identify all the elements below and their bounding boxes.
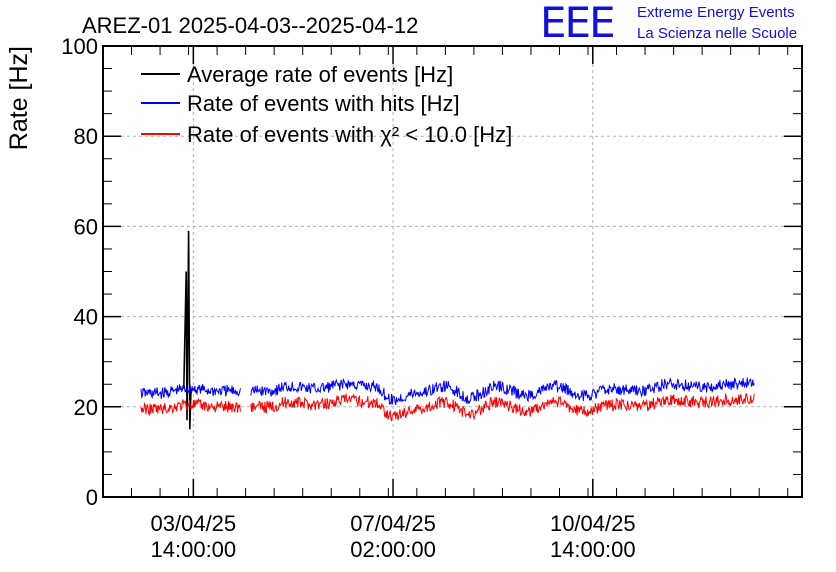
y-tick-label: 60 — [74, 214, 98, 239]
series-line-events-with-hits — [140, 376, 755, 406]
legend-label: Rate of events with hits [Hz] — [187, 91, 460, 116]
x-tick-label-date: 03/04/25 — [151, 511, 237, 536]
x-tick-label-date: 10/04/25 — [550, 511, 636, 536]
series-line-events-chi2 — [140, 392, 755, 422]
x-tick-label-time: 14:00:00 — [550, 537, 636, 562]
chart-title: AREZ-01 2025-04-03--2025-04-12 — [82, 13, 418, 38]
legend-label: Average rate of events [Hz] — [187, 62, 453, 87]
y-axis-label: Rate [Hz] — [5, 46, 33, 150]
eee-logo-line-1: Extreme Energy Events — [637, 4, 795, 21]
y-tick-label: 0 — [86, 485, 98, 510]
eee-logo-line-2: La Scienza nelle Scuole — [637, 25, 798, 42]
y-tick-label: 80 — [74, 124, 98, 149]
series-line-average-rate — [183, 230, 192, 430]
x-tick-label-time: 14:00:00 — [151, 537, 237, 562]
eee-logo-mark: EEE — [540, 0, 616, 47]
y-tick-label: 20 — [74, 395, 98, 420]
x-tick-label-date: 07/04/25 — [350, 511, 436, 536]
y-tick-label: 100 — [61, 34, 98, 59]
x-tick-label-time: 02:00:00 — [350, 537, 436, 562]
y-tick-label: 40 — [74, 305, 98, 330]
legend-label: Rate of events with χ² < 10.0 [Hz] — [187, 122, 512, 147]
